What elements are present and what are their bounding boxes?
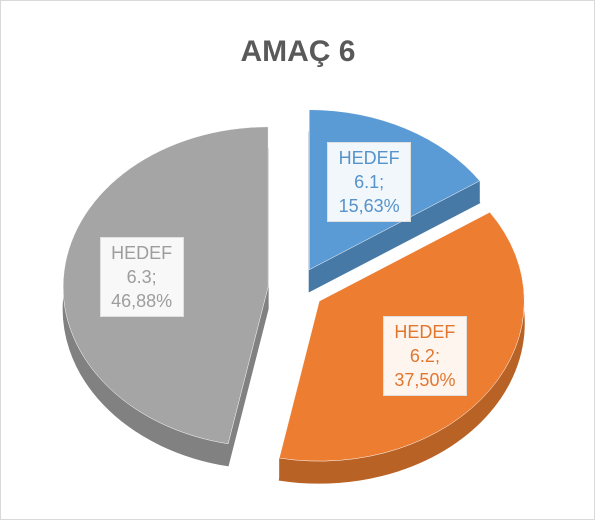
- value-label: 37,50%: [394, 370, 456, 391]
- category-label: HEDEF 6.3: [111, 243, 173, 288]
- slice-side: [309, 109, 480, 292]
- value-label: 46,88%: [111, 291, 173, 312]
- label-separator: ;: [151, 267, 157, 288]
- label-separator: ;: [379, 172, 385, 193]
- label-separator: ;: [434, 346, 440, 367]
- data-label: HEDEF 6.2; 37,50%: [382, 316, 467, 397]
- slice-side: [228, 126, 269, 466]
- category-label: HEDEF 6.2: [394, 322, 456, 367]
- data-label: HEDEF 6.3; 46,88%: [99, 237, 184, 318]
- value-label: 15,63%: [338, 196, 400, 217]
- category-label: HEDEF 6.1: [338, 148, 400, 193]
- data-label: HEDEF 6.1; 15,63%: [327, 142, 412, 223]
- chart-title: AMAÇ 6: [240, 35, 355, 68]
